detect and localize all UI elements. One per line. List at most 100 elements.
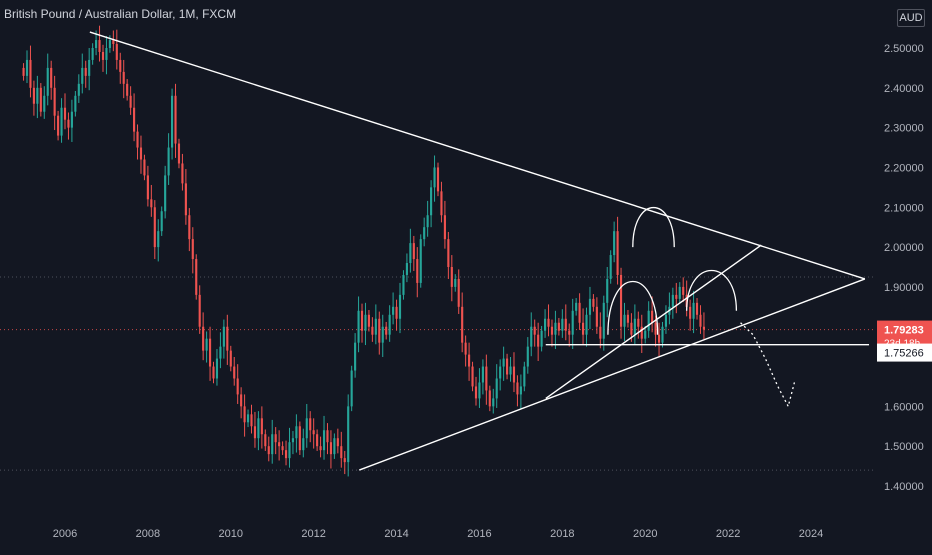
candle-body: [371, 326, 374, 335]
candle-body: [25, 59, 29, 76]
candle-body: [191, 239, 194, 260]
candle: [105, 36, 108, 75]
candle: [461, 292, 464, 353]
candle-body: [88, 59, 91, 76]
candle-body: [219, 346, 222, 359]
candle-body: [392, 306, 395, 315]
candle: [633, 304, 636, 345]
candle-body: [143, 159, 146, 176]
candle-body: [50, 67, 53, 88]
candle: [126, 79, 129, 101]
candle-body: [208, 338, 212, 367]
price-axis[interactable]: 2.50000 2.40000 2.30000 2.20000 2.10000 2.000…: [884, 43, 924, 493]
candle-body: [32, 87, 35, 104]
candle: [537, 322, 540, 361]
candle-body: [654, 322, 657, 335]
candle: [423, 217, 426, 247]
candle-body: [416, 259, 419, 283]
candle-body: [398, 294, 402, 319]
candle: [264, 429, 267, 451]
candle-body: [229, 350, 232, 367]
candle: [651, 296, 654, 333]
candle: [492, 388, 495, 414]
candle: [67, 112, 70, 140]
candle: [81, 53, 84, 94]
candle: [464, 335, 467, 367]
time-tick-label: 2022: [716, 528, 740, 540]
candle-body: [633, 318, 636, 335]
price-tick-label: 1.50000: [884, 441, 924, 453]
time-axis[interactable]: 2006 2008 2010 2012 2014 2016 2018 2020 2022 2024: [53, 528, 823, 540]
candle-body: [443, 215, 446, 240]
candle-body: [533, 326, 536, 335]
candle: [326, 423, 329, 455]
candle-body: [295, 426, 298, 439]
candle-body: [205, 338, 208, 351]
candle: [568, 323, 571, 347]
candle-body: [257, 418, 260, 439]
candle: [278, 430, 281, 461]
candle-body: [184, 183, 187, 216]
candle: [374, 304, 377, 345]
candle: [543, 309, 547, 338]
candle-body: [260, 418, 263, 435]
candle: [57, 110, 60, 141]
candle: [392, 292, 395, 325]
candle: [575, 298, 578, 316]
candle-body: [340, 446, 343, 459]
candle-body: [29, 59, 32, 88]
candle: [695, 298, 699, 320]
candle-body: [630, 322, 633, 335]
candle-body: [236, 378, 239, 395]
time-tick-label: 2010: [219, 528, 243, 540]
candle-body: [478, 382, 481, 399]
candle: [91, 43, 94, 65]
candle: [112, 30, 115, 52]
candle: [640, 314, 643, 354]
candle: [122, 59, 125, 99]
candle-body: [402, 274, 405, 295]
candle-body: [202, 326, 205, 351]
candle-body: [637, 318, 640, 327]
candle: [236, 364, 239, 404]
candle-body: [623, 314, 626, 327]
time-tick-label: 2008: [136, 528, 160, 540]
candle-body: [250, 414, 253, 427]
candle-body: [502, 358, 505, 367]
candle: [115, 29, 118, 70]
candle-body: [112, 40, 115, 45]
candle-body: [499, 366, 502, 379]
marker-price-box: [877, 343, 932, 362]
candle: [284, 440, 288, 466]
candle: [88, 48, 91, 91]
candle-body: [471, 366, 474, 387]
candle-body: [506, 358, 509, 375]
candle-body: [409, 243, 412, 264]
candle-body: [550, 326, 554, 335]
candle: [647, 301, 650, 338]
price-tick-label: 2.40000: [884, 83, 924, 95]
candle: [637, 311, 640, 339]
candle: [644, 325, 647, 344]
candle: [585, 307, 588, 347]
candle: [471, 361, 474, 392]
descending-trendline: [89, 31, 866, 280]
candle: [661, 321, 664, 348]
candle-body: [215, 358, 219, 379]
candle: [405, 253, 408, 283]
candle-body: [195, 259, 198, 295]
candle: [291, 431, 295, 455]
pattern-arch: [632, 207, 675, 248]
candle-body: [492, 398, 495, 407]
candle-body: [305, 418, 308, 439]
candle-body: [108, 40, 111, 48]
candle-body: [447, 239, 450, 267]
candle-body: [557, 322, 560, 331]
candle-body: [146, 175, 149, 200]
candle-body: [433, 167, 436, 188]
candle-body: [526, 346, 529, 367]
currency-badge[interactable]: AUD: [897, 9, 925, 27]
candle: [530, 312, 533, 357]
